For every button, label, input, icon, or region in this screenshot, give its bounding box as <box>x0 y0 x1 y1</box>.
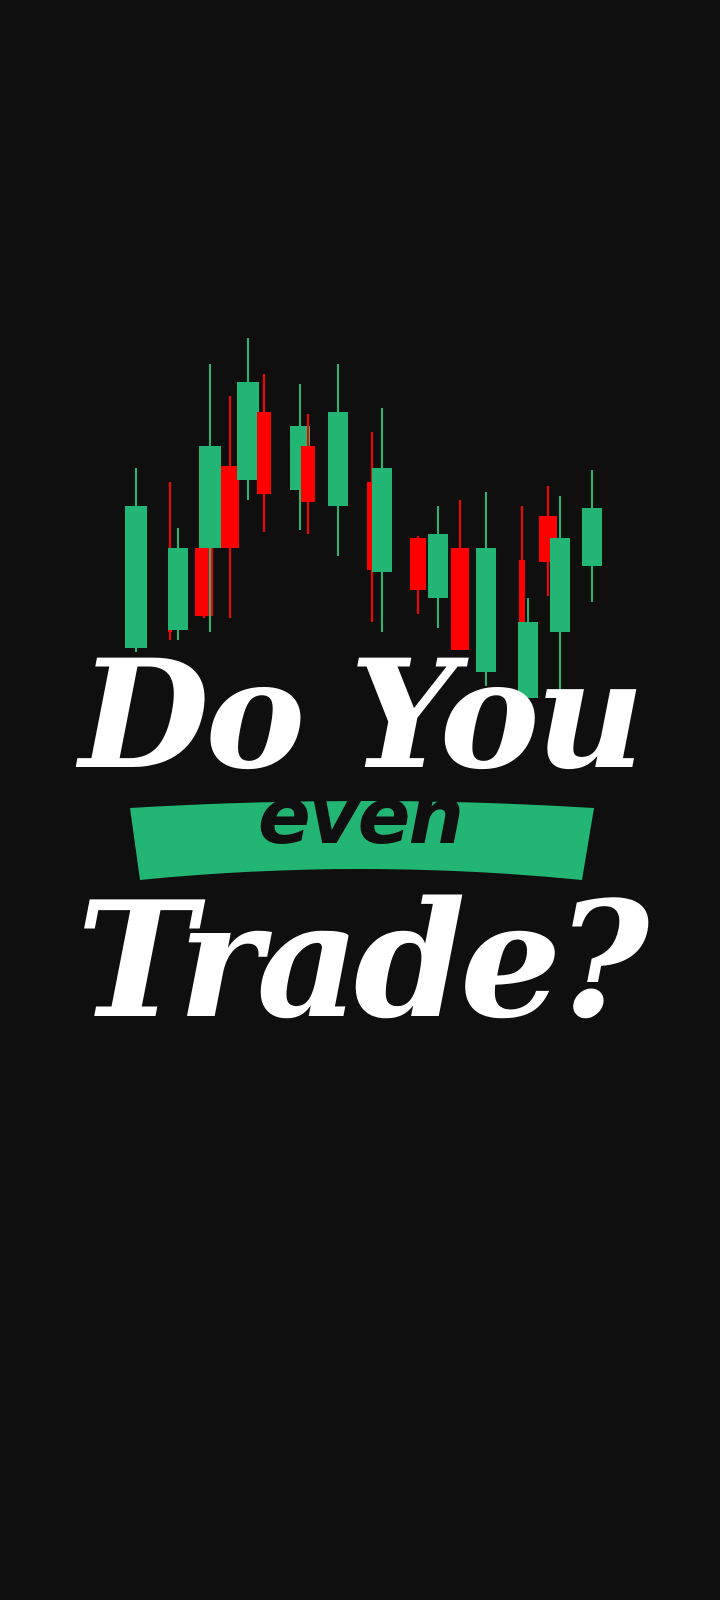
candlestick-body <box>428 534 448 598</box>
candlestick-body <box>328 412 348 506</box>
candlestick-body <box>257 412 271 494</box>
candlestick-bull <box>125 468 147 652</box>
candlestick-bull <box>550 496 570 690</box>
candlestick-body <box>372 468 392 572</box>
candlestick-body <box>476 548 496 672</box>
candlestick-body <box>451 548 469 650</box>
candlestick-bull <box>582 470 602 602</box>
candlestick-bull <box>328 364 348 556</box>
headline-trade: Trade? <box>76 866 650 1054</box>
candlestick-bear <box>221 396 239 618</box>
candlestick-body <box>582 508 602 566</box>
banner-word-even: even <box>257 772 464 862</box>
candlestick-body <box>221 466 239 548</box>
candlestick-body <box>237 382 259 480</box>
candlestick-bull <box>428 506 448 628</box>
candlestick-body <box>519 560 525 652</box>
candlestick-body <box>199 446 221 548</box>
candlestick-body <box>550 538 570 632</box>
candlestick-bull <box>476 492 496 686</box>
candlestick-bull <box>199 364 221 632</box>
candlestick-bear <box>195 546 213 618</box>
candlestick-body <box>301 446 315 502</box>
candlestick-bull <box>518 598 538 698</box>
candlestick-body <box>518 622 538 698</box>
candlestick-bull <box>168 528 188 640</box>
candlestick-bear <box>451 500 469 650</box>
candlestick-body <box>195 548 213 616</box>
candlestick-bull <box>237 338 259 500</box>
candlestick-bear <box>257 374 271 532</box>
candlestick-body <box>410 538 426 590</box>
headline-do-you: Do You <box>79 627 645 803</box>
candlestick-bear <box>301 414 315 534</box>
candlestick-body <box>168 548 188 630</box>
candlestick-bull <box>372 408 392 632</box>
candlestick-bear <box>410 536 426 614</box>
candlestick-body <box>125 506 147 648</box>
banner-ribbon <box>124 800 600 884</box>
